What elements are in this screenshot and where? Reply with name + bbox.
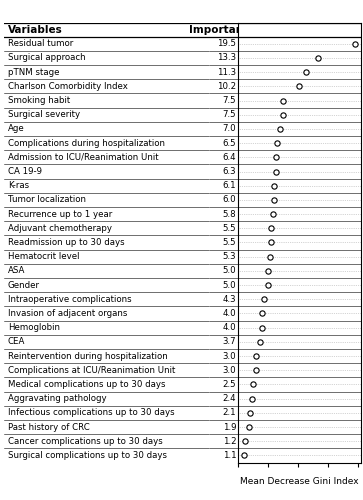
Text: 5.5: 5.5 — [223, 238, 236, 247]
Text: Admission to ICU/Reanimation Unit: Admission to ICU/Reanimation Unit — [8, 153, 158, 162]
Text: Gender: Gender — [8, 280, 40, 289]
Text: pTNM stage: pTNM stage — [8, 68, 59, 76]
Text: 19.5: 19.5 — [217, 40, 236, 48]
Text: Invasion of adjacent organs: Invasion of adjacent organs — [8, 309, 127, 318]
Text: Complications during hospitalization: Complications during hospitalization — [8, 138, 165, 147]
Text: 11.3: 11.3 — [217, 68, 236, 76]
Text: Tumor localization: Tumor localization — [8, 196, 86, 204]
Text: 7.0: 7.0 — [223, 124, 236, 134]
Text: 1.9: 1.9 — [223, 422, 236, 432]
Text: Surgical complications up to 30 days: Surgical complications up to 30 days — [8, 451, 167, 460]
Text: 1.1: 1.1 — [223, 451, 236, 460]
Text: Aggravating pathology: Aggravating pathology — [8, 394, 106, 403]
Text: 6.1: 6.1 — [223, 181, 236, 190]
Text: 5.0: 5.0 — [223, 280, 236, 289]
Text: 6.0: 6.0 — [223, 196, 236, 204]
Text: 10.2: 10.2 — [217, 82, 236, 91]
Text: 2.5: 2.5 — [223, 380, 236, 389]
Text: 2.4: 2.4 — [223, 394, 236, 403]
Text: Complications at ICU/Reanimation Unit: Complications at ICU/Reanimation Unit — [8, 366, 175, 374]
Text: Infectious complications up to 30 days: Infectious complications up to 30 days — [8, 408, 174, 418]
Text: 5.8: 5.8 — [223, 210, 236, 218]
Text: 5.3: 5.3 — [223, 252, 236, 261]
Text: Hemoglobin: Hemoglobin — [8, 323, 60, 332]
Text: Age: Age — [8, 124, 24, 134]
Text: CEA: CEA — [8, 338, 25, 346]
Text: 1.2: 1.2 — [223, 436, 236, 446]
Text: 6.4: 6.4 — [223, 153, 236, 162]
Text: 3.7: 3.7 — [223, 338, 236, 346]
Text: 13.3: 13.3 — [217, 54, 236, 62]
Text: 7.5: 7.5 — [223, 110, 236, 120]
Text: 6.5: 6.5 — [223, 138, 236, 147]
Text: 6.3: 6.3 — [223, 167, 236, 176]
Text: 3.0: 3.0 — [223, 352, 236, 360]
Text: Recurrence up to 1 year: Recurrence up to 1 year — [8, 210, 112, 218]
Text: Smoking habit: Smoking habit — [8, 96, 70, 105]
Text: 4.3: 4.3 — [223, 295, 236, 304]
Text: Charlson Comorbidity Index: Charlson Comorbidity Index — [8, 82, 128, 91]
Text: 4.0: 4.0 — [223, 323, 236, 332]
Text: Readmission up to 30 days: Readmission up to 30 days — [8, 238, 125, 247]
X-axis label: Mean Decrease Gini Index: Mean Decrease Gini Index — [240, 477, 359, 486]
Text: 4.0: 4.0 — [223, 309, 236, 318]
Text: 7.5: 7.5 — [223, 96, 236, 105]
Text: Adjuvant chemotherapy: Adjuvant chemotherapy — [8, 224, 112, 233]
Text: 2.1: 2.1 — [223, 408, 236, 418]
Text: Surgical approach: Surgical approach — [8, 54, 85, 62]
Text: CA 19-9: CA 19-9 — [8, 167, 42, 176]
Text: Medical complications up to 30 days: Medical complications up to 30 days — [8, 380, 165, 389]
Text: Variables: Variables — [8, 24, 62, 34]
Text: Hematocrit level: Hematocrit level — [8, 252, 79, 261]
Text: Surgical severity: Surgical severity — [8, 110, 80, 120]
Text: 3.0: 3.0 — [223, 366, 236, 374]
Text: Importance: Importance — [189, 24, 257, 34]
Text: Intraoperative complications: Intraoperative complications — [8, 295, 131, 304]
Text: Reintervention during hospitalization: Reintervention during hospitalization — [8, 352, 167, 360]
Text: Past history of CRC: Past history of CRC — [8, 422, 90, 432]
Text: K-ras: K-ras — [8, 181, 29, 190]
Text: Cancer complications up to 30 days: Cancer complications up to 30 days — [8, 436, 163, 446]
Text: 5.5: 5.5 — [223, 224, 236, 233]
Text: ASA: ASA — [8, 266, 25, 276]
Text: 5.0: 5.0 — [223, 266, 236, 276]
Text: Residual tumor: Residual tumor — [8, 40, 73, 48]
